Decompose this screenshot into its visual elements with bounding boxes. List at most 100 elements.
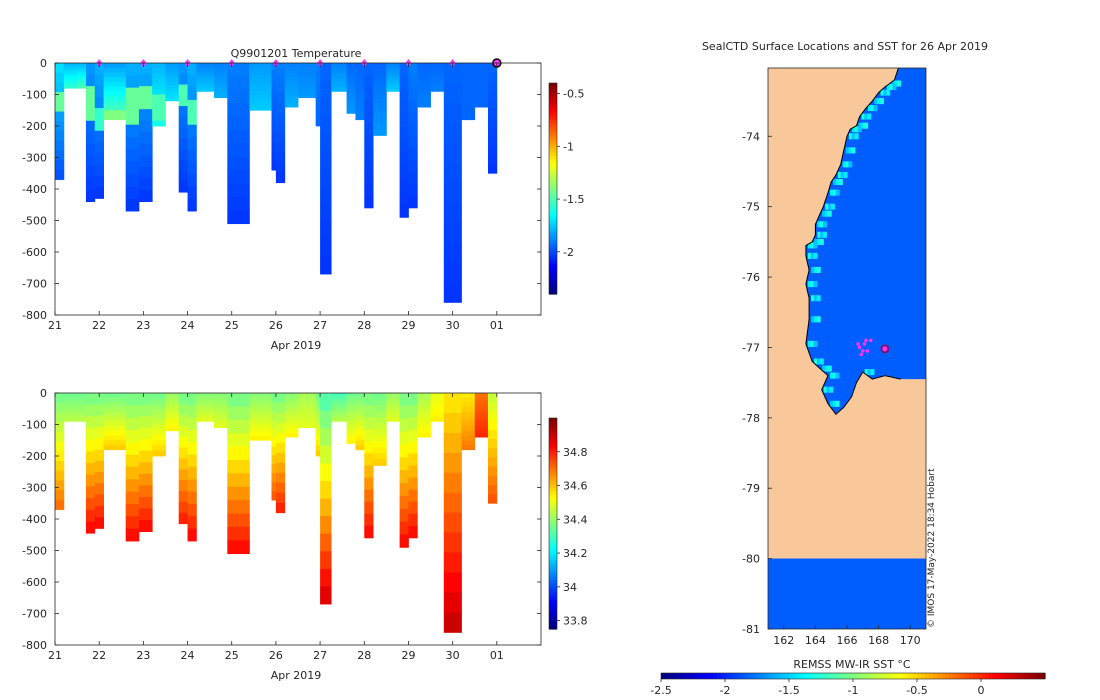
x-tick-label: 29 bbox=[401, 319, 415, 332]
data-cell-2-5 bbox=[77, 73, 87, 76]
coastal-sst-pixel bbox=[832, 372, 837, 379]
y-tick-label: -400 bbox=[22, 183, 47, 196]
colorbar-segment bbox=[549, 457, 557, 462]
data-cell-20-0 bbox=[315, 393, 321, 399]
data-cell-27-10 bbox=[386, 86, 401, 90]
coastal-sst-pixel bbox=[813, 316, 818, 323]
data-cell-19-5 bbox=[298, 77, 317, 81]
data-cell-2-4 bbox=[77, 71, 87, 74]
colorbar-segment bbox=[549, 431, 557, 436]
data-cell-14-0 bbox=[227, 393, 250, 407]
data-cell-22-6 bbox=[331, 407, 347, 410]
x-tick-label: 26 bbox=[269, 649, 283, 662]
sst-colorbar-segment bbox=[781, 673, 786, 679]
data-cell-8-7 bbox=[152, 429, 166, 436]
data-cell-6-8 bbox=[125, 161, 140, 175]
data-cell-20-4 bbox=[315, 414, 321, 420]
coastal-sst-pixel bbox=[813, 252, 818, 259]
sst-colorbar-segment bbox=[1037, 673, 1042, 679]
colorbar-segment bbox=[549, 615, 557, 620]
data-cell-25-1 bbox=[364, 75, 374, 88]
data-cell-3-6 bbox=[85, 132, 96, 145]
data-cell-35-7 bbox=[487, 457, 498, 467]
data-cell-16-6 bbox=[271, 116, 277, 126]
data-cell-25-10 bbox=[364, 183, 374, 197]
data-cell-11-2 bbox=[187, 87, 197, 101]
coastal-sst-pixel bbox=[825, 203, 830, 210]
data-cell-11-2 bbox=[187, 417, 197, 431]
data-cell-1-5 bbox=[63, 404, 78, 408]
data-cell-15-2 bbox=[249, 70, 272, 76]
data-cell-12-2 bbox=[196, 67, 215, 71]
data-cell-27-6 bbox=[386, 77, 401, 80]
x-tick-label: 21 bbox=[48, 319, 62, 332]
coastal-sst-pixel bbox=[891, 80, 896, 87]
data-cell-35-4 bbox=[487, 429, 498, 440]
data-cell-4-2 bbox=[94, 415, 104, 428]
data-cell-2-3 bbox=[77, 400, 87, 403]
coastal-sst-pixel bbox=[830, 203, 835, 210]
colorbar-tick-label: -1 bbox=[563, 140, 574, 153]
data-cell-4-10 bbox=[94, 505, 104, 518]
data-cell-11-10 bbox=[187, 516, 197, 530]
data-cell-21-8 bbox=[320, 533, 332, 552]
data-cell-12-5 bbox=[196, 74, 215, 78]
data-cell-1-9 bbox=[63, 414, 78, 418]
coastal-sst-pixel bbox=[811, 267, 815, 273]
data-cell-5-0 bbox=[103, 393, 127, 399]
data-cell-11-1 bbox=[187, 405, 197, 419]
coastal-sst-pixel bbox=[870, 369, 875, 376]
data-cell-21-4 bbox=[320, 133, 332, 152]
data-cell-7-9 bbox=[138, 496, 153, 509]
data-cell-27-7 bbox=[386, 79, 401, 83]
data-cell-22-11 bbox=[331, 418, 347, 422]
colorbar-segment bbox=[549, 464, 557, 469]
sst-colorbar-segment bbox=[937, 673, 942, 679]
colorbar-segment bbox=[549, 467, 557, 472]
x-tick-label: 25 bbox=[225, 319, 239, 332]
data-cell-34-1 bbox=[474, 396, 489, 401]
data-cell-29-5 bbox=[408, 123, 418, 136]
data-cell-6-0 bbox=[125, 393, 140, 406]
coastal-sst-pixel bbox=[861, 122, 866, 129]
colorbar-segment bbox=[549, 221, 557, 226]
coastal-sst-pixel bbox=[817, 221, 822, 228]
data-cell-16-7 bbox=[271, 125, 277, 135]
coastal-sst-pixel bbox=[873, 105, 878, 112]
data-cell-31-10 bbox=[430, 86, 445, 90]
coastal-sst-pixel bbox=[807, 281, 812, 288]
data-cell-11-11 bbox=[187, 528, 197, 542]
data-cell-26-1 bbox=[373, 399, 387, 406]
sst-colorbar-segment bbox=[973, 673, 978, 679]
data-cell-4-9 bbox=[94, 164, 104, 177]
data-cell-5-0 bbox=[103, 63, 127, 69]
data-cell-5-9 bbox=[103, 105, 127, 111]
colorbar-segment bbox=[549, 92, 557, 97]
data-cell-14-7 bbox=[227, 156, 250, 171]
data-cell-6-4 bbox=[125, 442, 140, 456]
data-cell-6-6 bbox=[125, 467, 140, 480]
colorbar-segment bbox=[549, 589, 557, 594]
data-cell-9-7 bbox=[165, 85, 180, 89]
data-cell-10-8 bbox=[178, 480, 188, 492]
data-cell-33-4 bbox=[461, 81, 476, 88]
data-cell-15-5 bbox=[249, 412, 272, 418]
data-cell-1-4 bbox=[63, 71, 78, 74]
data-cell-9-9 bbox=[165, 91, 180, 95]
sst-colorbar-segment bbox=[985, 673, 990, 679]
colorbar-segment bbox=[549, 490, 557, 495]
data-cell-34-11 bbox=[474, 433, 489, 438]
data-cell-27-3 bbox=[386, 70, 401, 73]
data-cell-25-4 bbox=[364, 441, 374, 454]
data-cell-28-2 bbox=[399, 88, 409, 102]
data-cell-33-11 bbox=[461, 444, 476, 451]
sst-colorbar-segment bbox=[677, 673, 682, 679]
data-cell-33-7 bbox=[461, 96, 476, 102]
data-cell-12-9 bbox=[196, 414, 215, 418]
data-cell-35-0 bbox=[487, 393, 498, 403]
data-cell-0-0 bbox=[55, 63, 65, 74]
data-cell-14-3 bbox=[227, 433, 250, 447]
coastal-sst-pixel bbox=[897, 80, 902, 87]
data-cell-27-5 bbox=[386, 404, 401, 408]
data-cell-14-4 bbox=[227, 116, 250, 131]
